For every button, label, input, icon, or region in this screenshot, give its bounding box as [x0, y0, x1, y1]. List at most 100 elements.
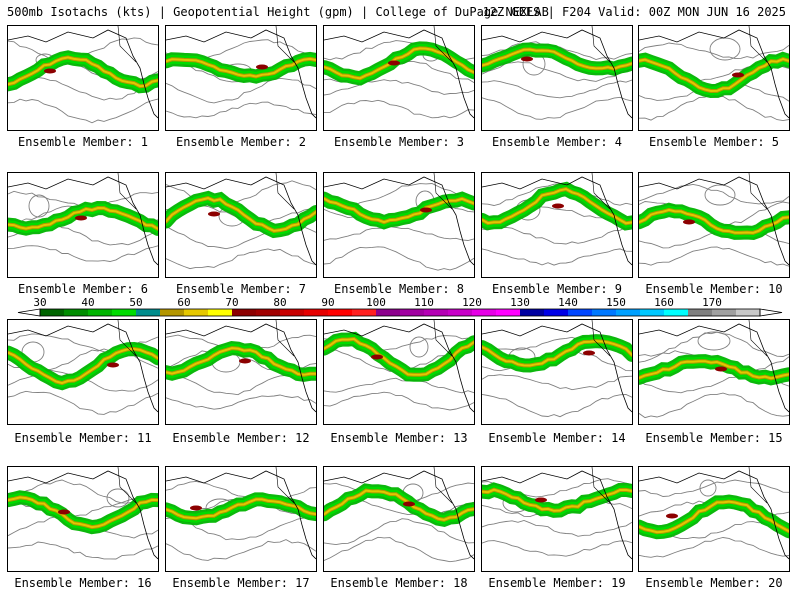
ensemble-panel: [323, 466, 475, 572]
height-contour: [8, 390, 158, 415]
colorbar-swatch: [40, 309, 65, 316]
boundary-line: [748, 320, 768, 357]
jet-max: [256, 64, 268, 70]
jet-max: [388, 60, 400, 66]
height-contour: [166, 539, 316, 561]
title-bar: 500mb Isotachs (kts) | Geopotential Heig…: [0, 0, 800, 22]
forecast-map: [324, 467, 474, 563]
ensemble-member-label: Ensemble Member: 11: [14, 431, 152, 445]
ensemble-member-label: Ensemble Member: 5: [648, 135, 780, 149]
jet-max: [190, 505, 202, 511]
forecast-map: [166, 320, 316, 413]
colorbar-swatch: [208, 309, 233, 316]
colorbar-swatch: [304, 309, 329, 316]
colorbar-tick-label: 80: [273, 296, 286, 309]
forecast-map: [324, 320, 474, 413]
colorbar-swatch: [568, 309, 593, 316]
boundary-line: [117, 173, 137, 210]
forecast-map: [482, 173, 632, 266]
height-contour: [106, 488, 130, 508]
coastline: [8, 323, 158, 413]
height-contour: [324, 79, 474, 96]
isotach-band: [8, 206, 158, 230]
jet-max: [107, 362, 119, 368]
boundary-line: [117, 467, 137, 504]
jet-max: [583, 350, 595, 356]
coastline: [482, 176, 632, 266]
coastline: [639, 176, 789, 266]
jet-max: [715, 366, 727, 372]
jet-max: [552, 203, 564, 209]
ensemble-member-label: Ensemble Member: 1: [17, 135, 149, 149]
colorbar-swatch: [136, 309, 161, 316]
height-contour: [482, 226, 632, 245]
height-contour: [639, 392, 789, 419]
boundary-line: [748, 26, 768, 63]
height-contour: [166, 77, 316, 104]
height-contour: [639, 42, 789, 60]
isotach-band: [8, 496, 158, 529]
jet-max: [208, 211, 220, 217]
coastline: [8, 29, 158, 119]
forecast-map: [166, 467, 316, 561]
height-contour: [324, 226, 474, 241]
boundary-line: [591, 467, 611, 504]
height-contour: [482, 183, 632, 206]
boundary-line: [591, 320, 611, 357]
isotach-band: [639, 360, 789, 380]
isotach-colorbar: 30 40 50 60 70 80 90 100 110 120 130 140 150 160 170: [17, 296, 783, 317]
height-contour: [324, 99, 474, 119]
height-contour: [482, 374, 632, 391]
ensemble-panel: [481, 172, 633, 278]
ensemble-member-label: Ensemble Member: 2: [175, 135, 307, 149]
boundary-line: [748, 173, 768, 210]
colorbar-tick-label: 90: [321, 296, 334, 309]
coastline: [639, 323, 789, 413]
colorbar-tick-label: 150: [606, 296, 626, 309]
product-title: 500mb Isotachs (kts) | Geopotential Heig…: [7, 5, 549, 19]
height-contour: [482, 79, 632, 99]
ensemble-panel: [165, 25, 317, 131]
ensemble-member-label: Ensemble Member: 7: [175, 282, 307, 296]
height-contour: [166, 101, 316, 119]
height-contour: [699, 479, 717, 497]
height-contour: [709, 37, 741, 61]
height-contour: [697, 331, 731, 351]
colorbar-swatch: [640, 309, 665, 316]
ensemble-member-label: Ensemble Member: 12: [172, 431, 310, 445]
coastline: [639, 29, 789, 119]
height-contour: [482, 248, 632, 266]
jet-max: [58, 509, 70, 515]
forecast-map: [166, 26, 316, 119]
ensemble-panel: [323, 172, 475, 278]
isotach-band: [166, 197, 316, 232]
isotach-band: [324, 47, 474, 80]
jet-max: [420, 207, 432, 213]
height-contour: [704, 184, 736, 206]
jet-max: [521, 56, 533, 62]
isotach-band: [324, 489, 474, 521]
boundary-line: [591, 173, 611, 210]
jet-max: [239, 358, 251, 364]
colorbar-swatch: [496, 309, 521, 316]
height-contour: [166, 248, 316, 270]
valid-time: 12Z GEFS | F204 Valid: 00Z MON JUN 16 20…: [482, 5, 786, 19]
coastline: [324, 176, 474, 266]
colorbar-tick-label: 40: [81, 296, 94, 309]
height-contour: [28, 194, 50, 218]
height-contour: [8, 245, 158, 262]
height-contour: [482, 96, 632, 120]
ensemble-panel: [7, 172, 159, 278]
forecast-map: [639, 26, 789, 122]
colorbar-swatch: [448, 309, 473, 316]
forecast-map: [324, 173, 474, 271]
colorbar-swatch: [160, 309, 185, 316]
ensemble-panel: [323, 319, 475, 425]
coastline: [324, 29, 474, 119]
jet-max: [403, 501, 415, 507]
colorbar-tick-label: 60: [177, 296, 190, 309]
coastline: [324, 470, 474, 560]
coastline: [482, 470, 632, 560]
isotach-band: [482, 340, 632, 367]
colorbar-swatch: [688, 309, 713, 316]
